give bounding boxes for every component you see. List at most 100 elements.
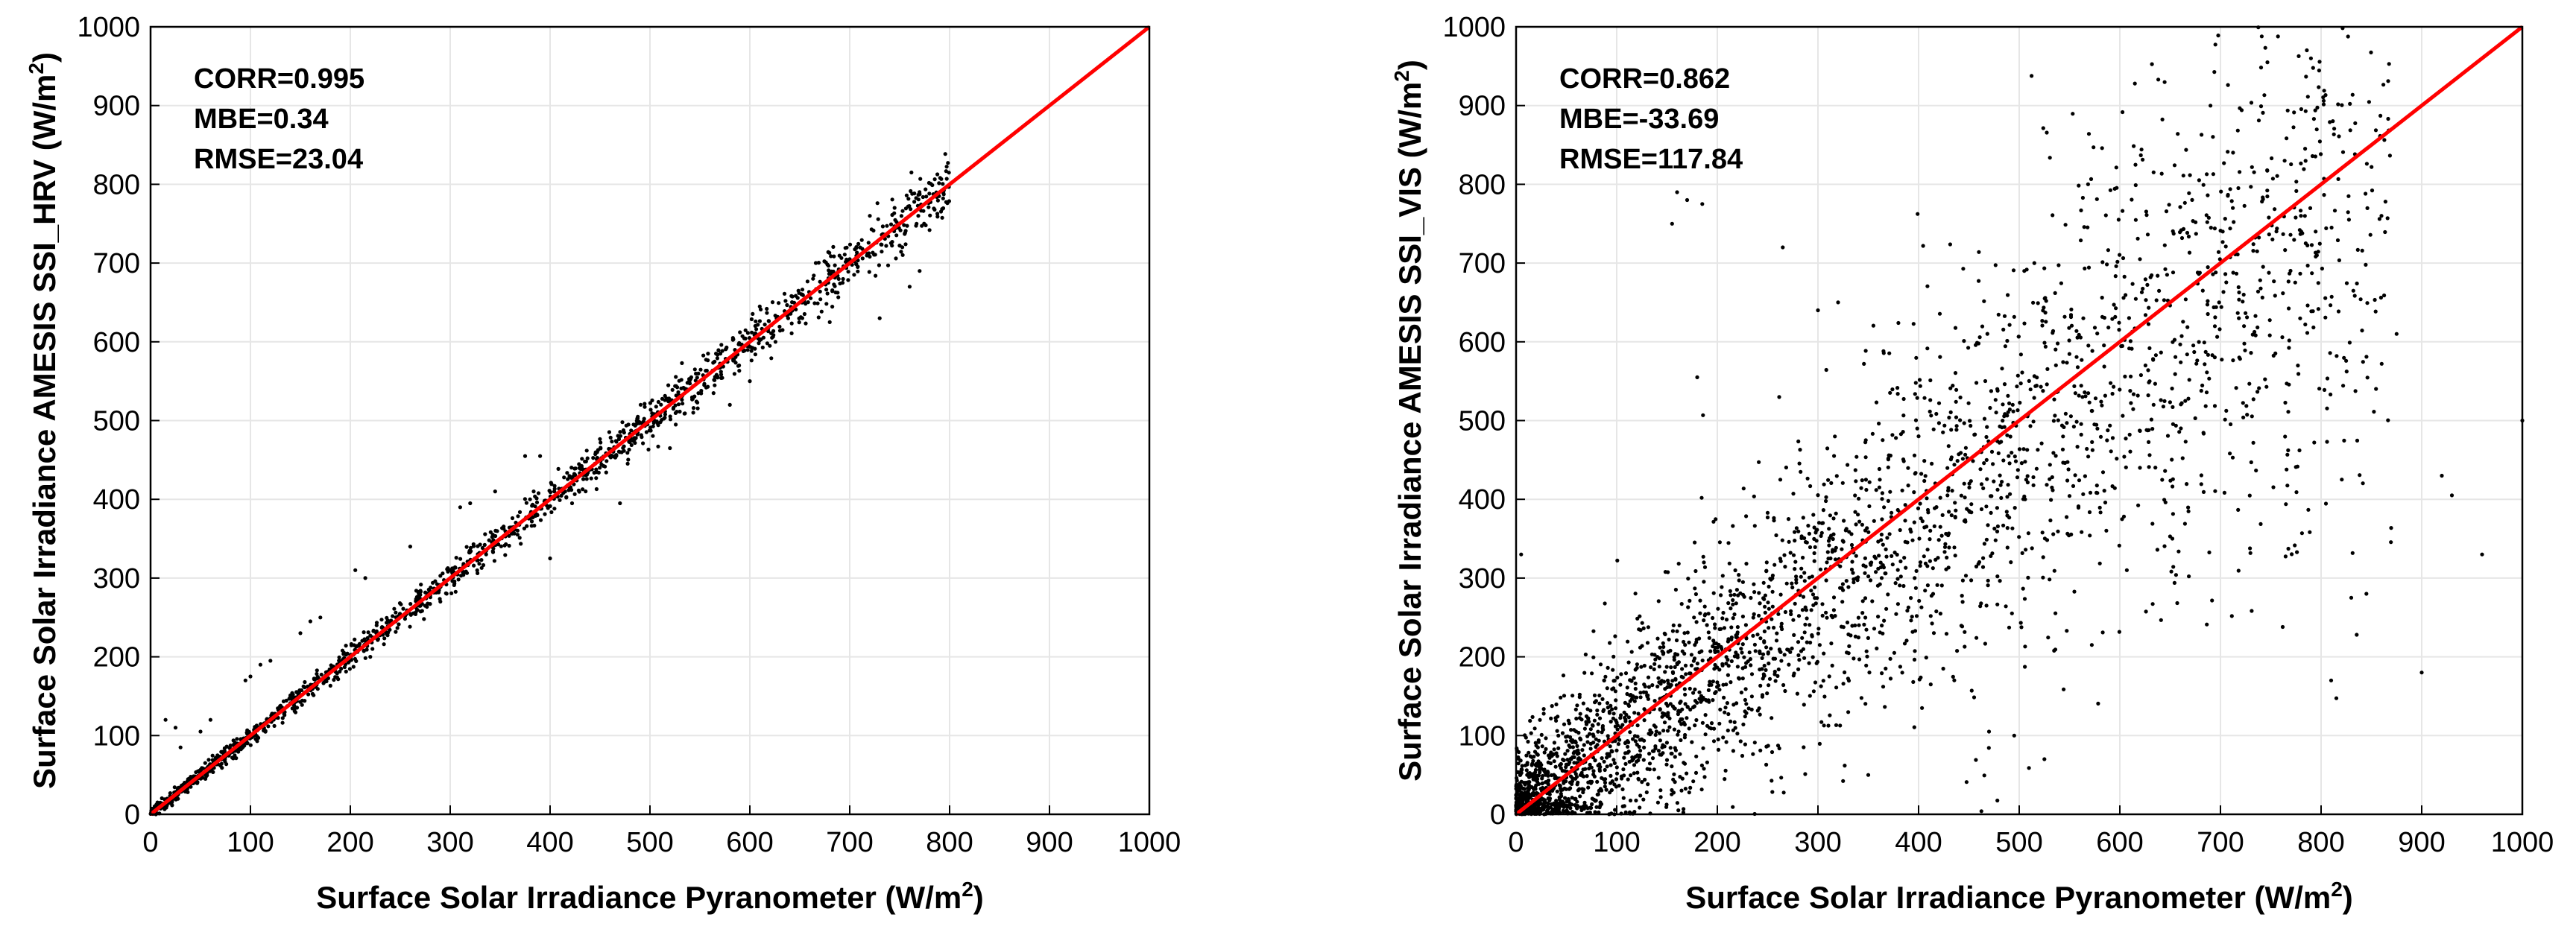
scatter-point: [711, 391, 716, 396]
scatter-point: [168, 791, 172, 796]
scatter-point: [1972, 432, 1977, 437]
scatter-point: [839, 256, 844, 260]
scatter-point: [745, 331, 751, 335]
scatter-point: [2121, 413, 2125, 418]
scatter-point: [426, 601, 430, 606]
scatter-point: [909, 188, 913, 194]
scatter-point: [2074, 355, 2079, 359]
scatter-point: [1735, 732, 1740, 736]
scatter-point: [907, 204, 912, 209]
scatter-point: [2346, 218, 2351, 222]
scatter-point: [1609, 787, 1614, 793]
scatter-point: [1734, 650, 1738, 655]
scatter-point: [1598, 787, 1603, 791]
scatter-point: [2119, 344, 2124, 349]
scatter-point: [1633, 739, 1638, 744]
scatter-point: [1703, 732, 1708, 737]
scatter-point: [759, 307, 763, 311]
scatter-point: [1642, 738, 1647, 743]
scatter-point: [704, 369, 708, 373]
y-tick-label: 600: [1459, 327, 1506, 358]
scatter-point: [1802, 579, 1807, 583]
scatter-point: [2250, 609, 2254, 613]
scatter-point: [1761, 676, 1765, 681]
scatter-point: [1611, 654, 1616, 659]
scatter-point: [1604, 787, 1609, 792]
scatter-point: [2378, 113, 2383, 118]
scatter-point: [1895, 392, 1900, 396]
scatter-point: [1675, 190, 1679, 194]
scatter-point: [2109, 449, 2113, 454]
scatter-point: [1556, 806, 1562, 811]
scatter-point: [616, 437, 622, 442]
scatter-point: [1597, 738, 1601, 743]
scatter-point: [1881, 685, 1886, 689]
scatter-point: [2018, 621, 2023, 625]
scatter-point: [154, 802, 159, 807]
scatter-point: [893, 218, 897, 222]
scatter-point: [2183, 399, 2188, 403]
scatter-point: [750, 330, 754, 335]
scatter-point: [1840, 600, 1845, 604]
scatter-point: [1898, 559, 1903, 564]
scatter-point: [1928, 559, 1932, 563]
scatter-point: [1652, 749, 1656, 753]
scatter-point: [2076, 505, 2081, 510]
scatter-point: [1969, 688, 1974, 693]
scatter-point: [1796, 439, 1801, 444]
scatter-point: [1619, 713, 1623, 717]
scatter-point: [1853, 493, 1857, 498]
scatter-point: [1912, 657, 1917, 662]
scatter-point: [2211, 172, 2215, 177]
scatter-point: [2258, 286, 2263, 291]
scatter-point: [2449, 493, 2455, 498]
scatter-point: [654, 405, 658, 409]
scatter-point: [408, 602, 413, 606]
scatter-point: [1863, 455, 1868, 460]
scatter-point: [1807, 661, 1811, 665]
scatter-point: [754, 319, 758, 323]
scatter-point: [1717, 683, 1721, 688]
scatter-point: [487, 538, 491, 542]
scatter-point: [1624, 712, 1629, 717]
scatter-point: [1890, 510, 1894, 515]
scatter-point: [1845, 620, 1850, 625]
scatter-point: [1567, 743, 1571, 748]
scatter-point: [1757, 591, 1761, 595]
scatter-point: [2252, 170, 2256, 174]
scatter-point: [172, 785, 177, 790]
scatter-point: [1963, 446, 1968, 450]
scatter-point: [2171, 270, 2176, 275]
scatter-point: [1758, 748, 1763, 752]
scatter-point: [1527, 792, 1532, 796]
scatter-point: [1747, 650, 1752, 655]
scatter-point: [1653, 657, 1658, 662]
scatter-point: [1782, 653, 1787, 657]
scatter-point: [2162, 243, 2167, 247]
scatter-point: [2185, 230, 2190, 235]
scatter-point: [827, 268, 831, 273]
scatter-point: [1931, 566, 1935, 571]
scatter-point: [1614, 771, 1620, 776]
scatter-point: [1786, 647, 1790, 652]
scatter-point: [1640, 780, 1644, 785]
scatter-point: [1898, 665, 1902, 669]
scatter-point: [2041, 389, 2045, 393]
scatter-point: [444, 592, 449, 596]
scatter-point: [2148, 275, 2153, 279]
scatter-point: [1967, 481, 1972, 486]
scatter-point: [1860, 522, 1864, 527]
scatter-point: [1588, 762, 1592, 767]
scatter-point: [303, 699, 307, 703]
scatter-point: [1748, 657, 1752, 662]
scatter-point: [585, 456, 590, 460]
scatter-point: [507, 543, 511, 548]
scatter-point: [1857, 519, 1862, 524]
scatter-point: [1796, 667, 1801, 672]
scatter-point: [534, 500, 540, 504]
scatter-point: [1886, 457, 1890, 462]
scatter-point: [2135, 393, 2140, 398]
scatter-point: [2175, 600, 2179, 606]
scatter-point: [2006, 410, 2010, 414]
scatter-point: [1895, 577, 1900, 581]
